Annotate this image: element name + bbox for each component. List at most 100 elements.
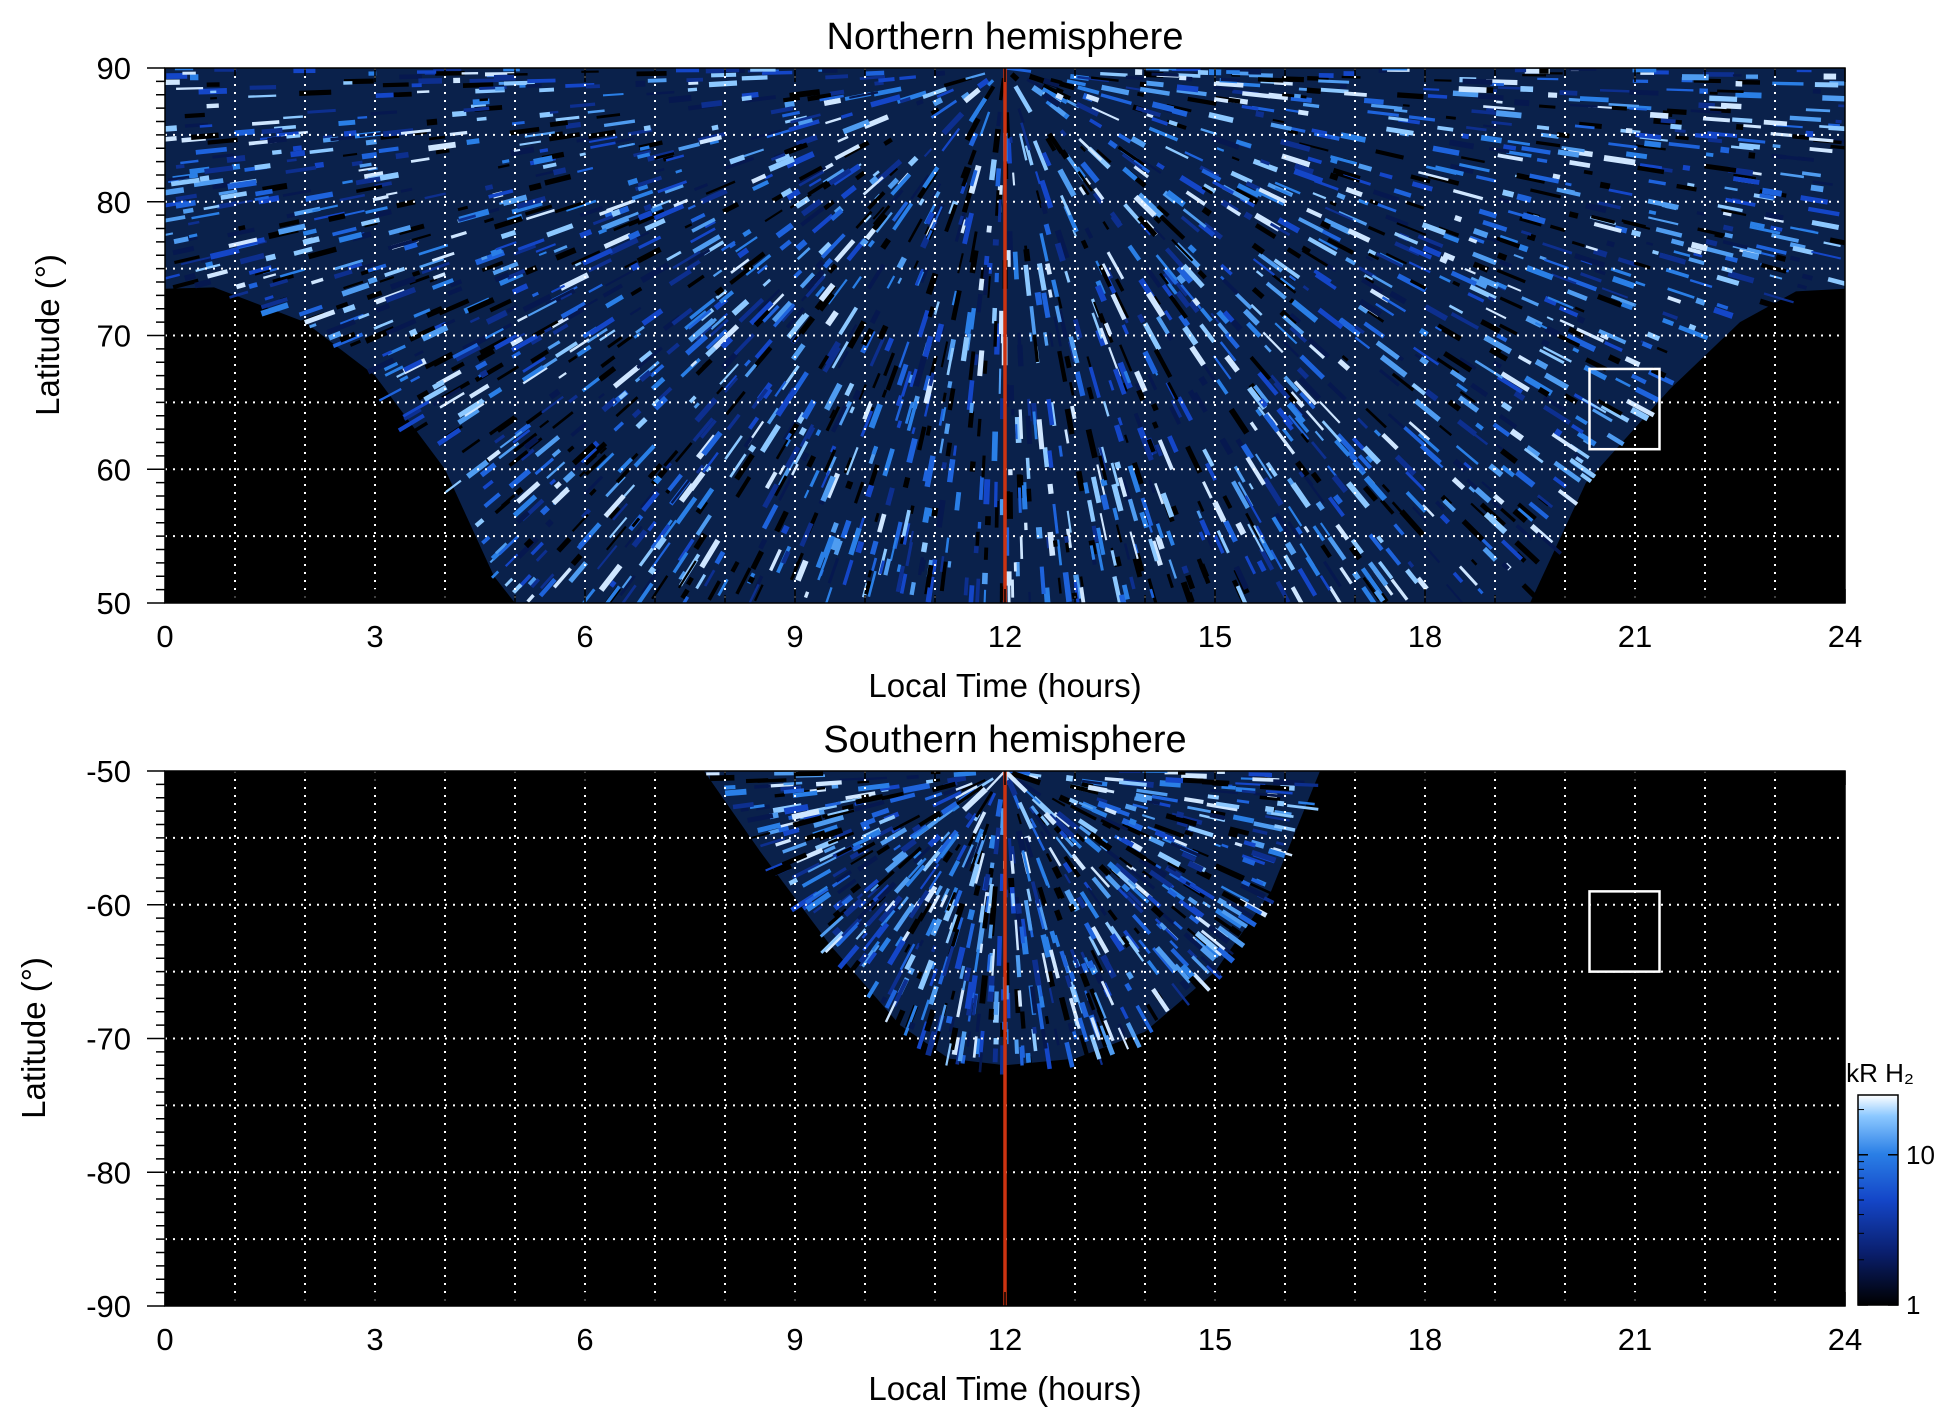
- emission-pixel: [631, 189, 654, 201]
- emission-pixel: [857, 921, 865, 929]
- emission-pixel: [482, 479, 494, 490]
- emission-pixel: [818, 241, 833, 256]
- emission-pixel: [801, 451, 810, 462]
- emission-pixel: [490, 544, 507, 561]
- emission-pixel: [848, 324, 858, 337]
- emission-pixel: [1318, 237, 1338, 251]
- emission-pixel: [637, 184, 649, 192]
- emission-pixel: [479, 336, 509, 356]
- emission-pixel: [1188, 300, 1200, 314]
- emission-pixel: [488, 415, 516, 436]
- emission-pixel: [1101, 263, 1111, 277]
- emission-pixel: [1170, 947, 1190, 968]
- emission-pixel: [195, 263, 221, 273]
- emission-pixel: [1363, 276, 1375, 285]
- emission-pixel: [1050, 78, 1063, 85]
- emission-pixel: [918, 810, 942, 828]
- emission-pixel: [1500, 539, 1524, 561]
- emission-pixel: [1115, 556, 1122, 567]
- emission-pixel: [1110, 214, 1123, 229]
- emission-pixel: [852, 275, 862, 289]
- emission-pixel: [922, 335, 934, 360]
- emission-pixel: [1283, 554, 1296, 571]
- emission-pixel: [947, 388, 956, 411]
- emission-pixel: [1357, 198, 1369, 206]
- emission-pixel: [1811, 219, 1840, 230]
- emission-pixel: [1067, 1022, 1075, 1033]
- emission-pixel: [360, 217, 381, 227]
- emission-pixel: [960, 166, 970, 180]
- emission-pixel: [672, 250, 701, 270]
- emission-pixel: [1534, 321, 1548, 330]
- emission-pixel: [1450, 311, 1480, 330]
- emission-pixel: [1800, 195, 1829, 205]
- emission-pixel: [1472, 251, 1497, 266]
- emission-pixel: [1302, 102, 1320, 109]
- emission-pixel: [901, 930, 911, 942]
- emission-pixel: [782, 841, 807, 854]
- emission-pixel: [896, 420, 903, 429]
- emission-pixel: [1197, 500, 1205, 513]
- emission-pixel: [1038, 904, 1048, 931]
- emission-pixel: [1520, 230, 1532, 237]
- emission-pixel: [1408, 115, 1436, 122]
- emission-pixel: [739, 832, 771, 843]
- emission-pixel: [399, 375, 409, 383]
- emission-pixel: [1115, 524, 1123, 543]
- emission-pixel: [891, 201, 909, 222]
- emission-pixel: [885, 899, 900, 916]
- emission-pixel: [1146, 111, 1154, 119]
- y-tick-label: 70: [97, 319, 131, 354]
- emission-pixel: [874, 512, 880, 523]
- emission-pixel: [982, 360, 988, 374]
- emission-pixel: [918, 559, 927, 572]
- emission-pixel: [1569, 457, 1597, 479]
- emission-pixel: [1519, 215, 1543, 227]
- emission-pixel: [602, 93, 624, 97]
- emission-pixel: [825, 472, 841, 499]
- emission-pixel: [1603, 154, 1636, 166]
- emission-pixel: [1535, 140, 1561, 148]
- emission-pixel: [1688, 257, 1705, 266]
- emission-pixel: [1423, 87, 1440, 91]
- emission-pixel: [829, 409, 836, 419]
- emission-pixel: [878, 560, 886, 575]
- emission-pixel: [979, 943, 984, 954]
- emission-pixel: [577, 348, 585, 356]
- emission-pixel: [1156, 162, 1165, 170]
- emission-pixel: [1129, 531, 1139, 560]
- emission-pixel: [1829, 237, 1845, 246]
- emission-pixel: [930, 1030, 941, 1060]
- emission-pixel: [955, 782, 973, 791]
- emission-pixel: [807, 180, 829, 196]
- emission-pixel: [416, 389, 430, 401]
- emission-pixel: [1006, 138, 1012, 164]
- emission-pixel: [1177, 73, 1201, 78]
- emission-pixel: [1089, 1034, 1102, 1060]
- emission-pixel: [899, 96, 911, 104]
- emission-pixel: [410, 157, 430, 163]
- emission-pixel: [759, 424, 781, 453]
- emission-pixel: [1448, 304, 1464, 315]
- emission-pixel: [1631, 229, 1642, 238]
- emission-pixel: [983, 873, 991, 890]
- emission-pixel: [1488, 463, 1504, 478]
- emission-pixel: [1574, 124, 1595, 130]
- emission-pixel: [1289, 401, 1303, 417]
- emission-pixel: [892, 814, 921, 831]
- emission-pixel: [818, 846, 847, 862]
- emission-pixel: [551, 487, 571, 506]
- emission-pixel: [987, 79, 995, 87]
- emission-pixel: [618, 390, 628, 400]
- emission-pixel: [234, 128, 255, 137]
- emission-pixel: [685, 334, 709, 356]
- emission-pixel: [1710, 106, 1731, 114]
- emission-pixel: [930, 99, 958, 119]
- emission-pixel: [1327, 496, 1345, 518]
- emission-pixel: [1250, 303, 1263, 316]
- emission-pixel: [1167, 435, 1179, 453]
- emission-pixel: [1213, 97, 1229, 103]
- emission-pixel: [1281, 153, 1311, 168]
- emission-pixel: [522, 293, 552, 313]
- emission-pixel: [469, 316, 480, 324]
